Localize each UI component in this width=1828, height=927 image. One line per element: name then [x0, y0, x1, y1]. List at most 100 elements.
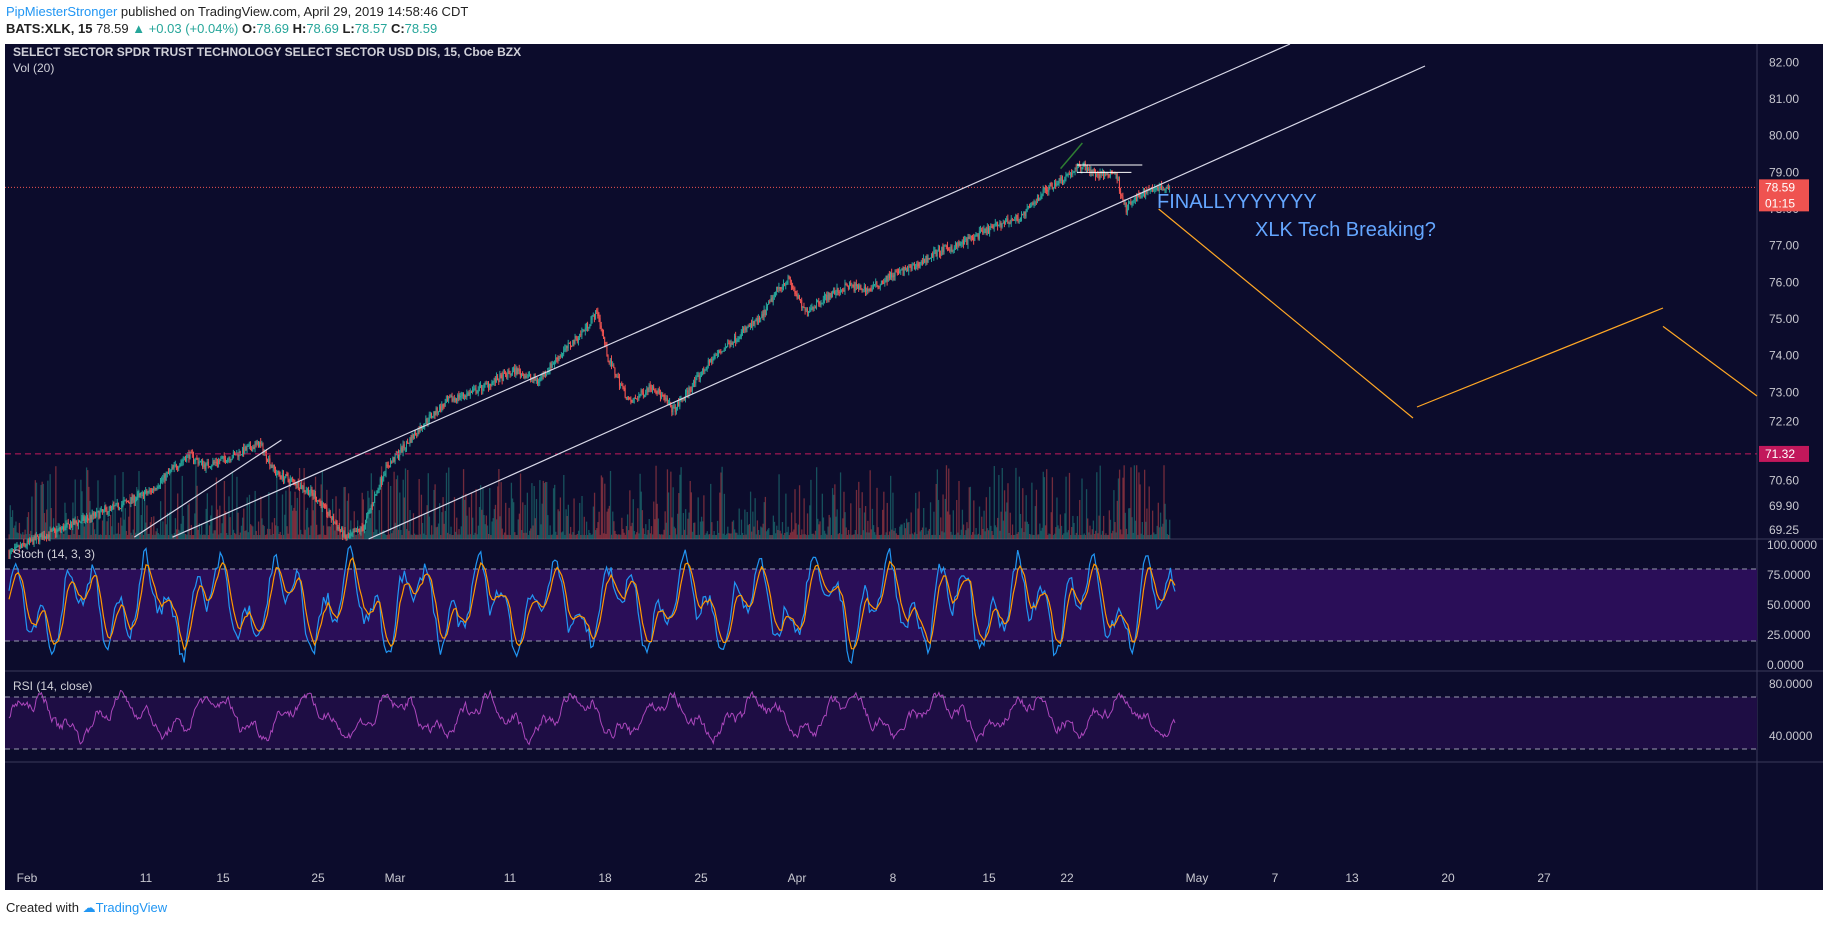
volume-bar [16, 532, 18, 539]
volume-bar [739, 534, 741, 539]
candle-body [327, 514, 329, 516]
volume-bar [702, 521, 704, 539]
candle-body [325, 504, 327, 507]
candle-body [1066, 174, 1068, 176]
candle-body [630, 399, 632, 402]
tradingview-logo-icon[interactable]: ☁ [82, 900, 96, 915]
volume-bar [235, 534, 237, 539]
candle-body [316, 499, 318, 501]
candle-body [931, 253, 933, 258]
volume-bar [419, 534, 421, 539]
volume-bar [1084, 534, 1087, 539]
candle-body [671, 406, 673, 413]
volume-bar [997, 517, 999, 539]
candle-body [943, 246, 945, 253]
annotation-finally[interactable]: FINALLYYYYYYY [1157, 191, 1317, 213]
candle-body [353, 531, 355, 533]
volume-bar [962, 524, 965, 539]
candle-body [1122, 195, 1124, 200]
volume-bar [310, 525, 312, 539]
candle-body [1032, 203, 1034, 205]
candle-body [431, 413, 433, 418]
candle-body [815, 302, 817, 308]
volume-bar [464, 499, 466, 539]
candle-body [473, 388, 475, 391]
volume-bar [401, 534, 403, 539]
candle-body [861, 288, 863, 291]
candle-body [290, 478, 292, 480]
candle-body [934, 249, 936, 251]
volume-bar [825, 533, 827, 539]
volume-bar [364, 530, 367, 539]
candle-body [366, 516, 368, 521]
candle-body [759, 318, 761, 320]
candle-body [1131, 203, 1133, 205]
volume-bar [241, 517, 244, 539]
candle-body [694, 381, 696, 384]
candle-body [777, 287, 779, 289]
author-link[interactable]: PipMiesterStronger [6, 4, 118, 19]
candle-body [107, 512, 109, 515]
volume-bar [795, 523, 797, 539]
candle-body [613, 365, 615, 368]
candle-body [380, 478, 382, 483]
volume-bar [601, 477, 604, 539]
volume-bar [1109, 519, 1112, 539]
volume-bar [505, 502, 507, 539]
candle-body [415, 432, 417, 436]
tradingview-brand[interactable]: TradingView [95, 900, 168, 915]
candle-body [673, 406, 675, 408]
candle-body [141, 492, 143, 494]
volume-bar [371, 489, 374, 539]
candle-body [398, 452, 400, 457]
volume-bar [641, 510, 644, 539]
candle-body [981, 229, 983, 231]
candle-body [528, 374, 530, 376]
candle-body [612, 365, 614, 367]
candle-body [776, 287, 778, 293]
volume-bar [631, 522, 633, 539]
candle-body [1134, 197, 1136, 201]
volume-bar [861, 492, 863, 539]
chart-svg[interactable]: 82.0081.0080.0079.0078.0077.0076.0075.00… [5, 44, 1823, 890]
volume-bar [915, 492, 917, 539]
candle-body [808, 311, 810, 313]
volume-bar [288, 477, 290, 539]
volume-bar [885, 532, 887, 539]
candle-body [1044, 187, 1046, 190]
volume-bar [14, 525, 16, 539]
volume-bar [219, 505, 221, 539]
candle-body [838, 291, 840, 294]
candle-body [872, 285, 874, 289]
candle-body [727, 343, 729, 347]
candle-body [407, 441, 409, 443]
volume-bar [712, 534, 714, 539]
candle-body [880, 280, 882, 285]
annotation-breaking[interactable]: XLK Tech Breaking? [1255, 219, 1436, 241]
volume-bar [559, 497, 562, 539]
volume-bar [636, 532, 638, 539]
candle-body [13, 549, 15, 551]
candle-body [552, 363, 554, 365]
projection-line-down-2 [1662, 325, 1758, 397]
candle-body [646, 388, 648, 393]
volume-bar [855, 489, 858, 539]
candle-body [33, 536, 35, 545]
volume-bar [316, 524, 318, 539]
candle-body [731, 342, 733, 345]
candle-body [122, 502, 124, 505]
candle-body [115, 503, 117, 506]
volume-bar [730, 533, 732, 539]
chart-container[interactable]: 82.0081.0080.0079.0078.0077.0076.0075.00… [5, 44, 1823, 890]
candle-body [1140, 197, 1142, 199]
volume-bar [25, 534, 27, 539]
candle-body [723, 349, 725, 351]
volume-bar [923, 508, 925, 539]
volume-bar [1003, 490, 1006, 539]
volume-bar [1118, 469, 1121, 539]
candle-body [218, 460, 220, 464]
volume-bar [105, 534, 107, 539]
candle-body [25, 545, 27, 547]
candle-body [720, 351, 722, 353]
volume-bar [8, 534, 10, 539]
